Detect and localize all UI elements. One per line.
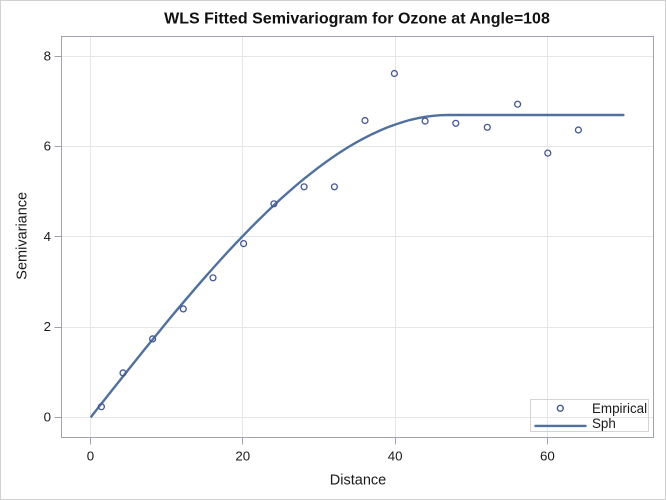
svg-text:60: 60: [540, 449, 555, 464]
svg-text:8: 8: [44, 48, 51, 63]
svg-text:Sph: Sph: [592, 416, 616, 431]
svg-text:WLS Fitted Semivariogram for O: WLS Fitted Semivariogram for Ozone at An…: [164, 11, 550, 28]
svg-text:4: 4: [44, 229, 51, 244]
svg-text:2: 2: [44, 319, 51, 334]
svg-text:Semivariance: Semivariance: [15, 192, 31, 280]
svg-text:0: 0: [44, 410, 51, 425]
svg-text:40: 40: [388, 449, 403, 464]
svg-text:Empirical: Empirical: [592, 401, 647, 416]
svg-text:Distance: Distance: [330, 472, 386, 488]
svg-text:20: 20: [235, 449, 250, 464]
svg-text:0: 0: [87, 449, 94, 464]
svg-text:6: 6: [44, 139, 51, 154]
